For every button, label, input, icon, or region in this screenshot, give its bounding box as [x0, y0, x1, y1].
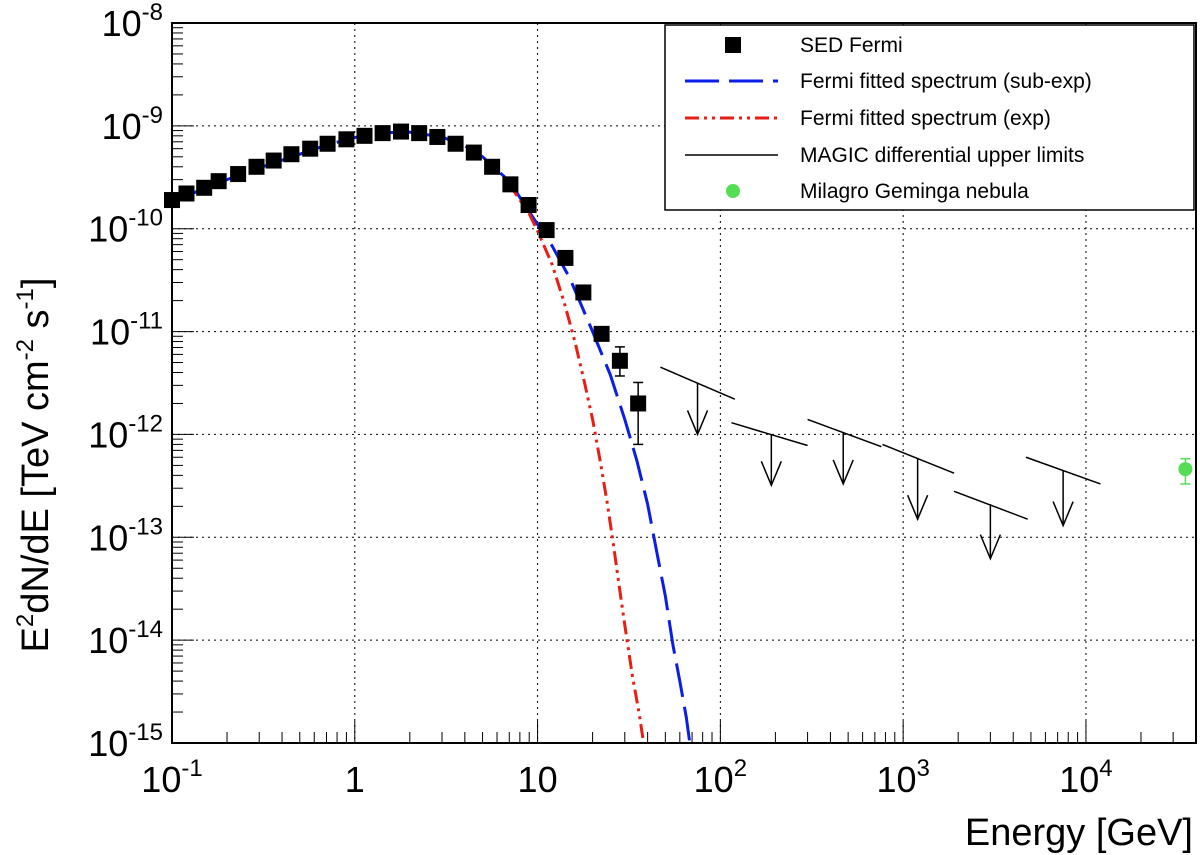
upper-limit-arrow-head [1052, 501, 1074, 528]
upper-limit-arrow-head [760, 461, 783, 488]
legend-marker-square [725, 37, 741, 53]
magic-upper-limits [660, 366, 1101, 561]
sed-fermi-point [230, 166, 247, 183]
upper-limit-arrow-head [906, 494, 929, 522]
upper-limit-arrow-head [832, 459, 854, 486]
y-tick-label: 10-15 [88, 719, 163, 764]
y-tick-label: 10-14 [88, 616, 163, 661]
data-points [164, 123, 1193, 485]
sed-fermi-point [338, 131, 355, 148]
sed-fermi-point [374, 125, 391, 142]
legend-box [664, 24, 1195, 211]
sed-fermi-point [575, 284, 592, 301]
exp-fit-curve [508, 183, 646, 744]
upper-limit-bar [807, 418, 882, 448]
y-tick-labels: 10-8 10-9 10-10 10-11 10-12 10-13 10-14 10-15 [88, 0, 163, 764]
legend-label: MAGIC differential upper limits [800, 144, 1084, 167]
y-tick-label: 10-13 [88, 513, 163, 558]
sed-fermi-point [283, 146, 300, 163]
sed-fermi-point [557, 249, 574, 266]
x-tick-label: 1 [345, 759, 365, 800]
sed-fermi-point [319, 135, 336, 152]
sed-fermi-point [302, 140, 319, 157]
legend-marker-circle [726, 184, 740, 198]
sed-fermi-point [393, 123, 410, 140]
y-tick-label: 10-10 [88, 205, 163, 250]
plot-frame [171, 22, 1197, 744]
legend: SED Fermi Fermi fitted spectrum (sub-exp)… [664, 24, 1195, 211]
y-tick-label: 10-9 [102, 102, 163, 147]
upper-limit-bar [731, 421, 808, 447]
y-tick-label: 10-12 [88, 410, 163, 455]
sed-fermi-point [210, 173, 227, 190]
legend-label: Fermi fitted spectrum (exp) [800, 107, 1051, 130]
sed-fermi-point [520, 197, 537, 214]
sed-fermi-point [502, 176, 519, 193]
sed-fermi-point [196, 179, 213, 196]
x-tick-labels: 10-1 1 10 102 103 104 [141, 755, 1112, 800]
sed-fermi-point [484, 158, 501, 175]
legend-label: SED Fermi [800, 34, 903, 57]
sed-fermi-point [538, 222, 555, 239]
legend-label: Milagro Geminga nebula [800, 180, 1029, 203]
upper-limit-arrow-head [686, 410, 709, 437]
y-axis-title: E2dN/dE [TeV cm-2 s-1] [12, 278, 57, 653]
sed-fermi-point [593, 325, 610, 342]
sed-fermi-point [447, 135, 464, 152]
x-tick-label: 102 [694, 755, 747, 800]
y-tick-label: 10-11 [90, 308, 163, 353]
x-axis-title: Energy [GeV] [965, 812, 1193, 854]
x-tick-label: 10-1 [141, 755, 202, 800]
upper-limit-arrow-head [979, 534, 1002, 561]
sed-fermi-point [630, 395, 647, 412]
x-tick-label: 104 [1059, 755, 1112, 800]
milagro-point [1178, 462, 1193, 477]
x-tick-label: 103 [876, 755, 929, 800]
sed-fermi-point [356, 127, 373, 144]
sed-fermi-point [411, 125, 428, 142]
sed-fermi-point [611, 352, 628, 369]
sed-fermi-point [465, 144, 482, 161]
sed-fermi-point [178, 185, 195, 202]
sed-fermi-point [265, 152, 282, 169]
sed-fermi-point [248, 158, 265, 175]
sed-fermi-point [429, 128, 446, 145]
legend-label: Fermi fitted spectrum (sub-exp) [800, 70, 1092, 93]
x-tick-label: 10 [518, 759, 558, 800]
y-tick-label: 10-8 [102, 0, 163, 44]
